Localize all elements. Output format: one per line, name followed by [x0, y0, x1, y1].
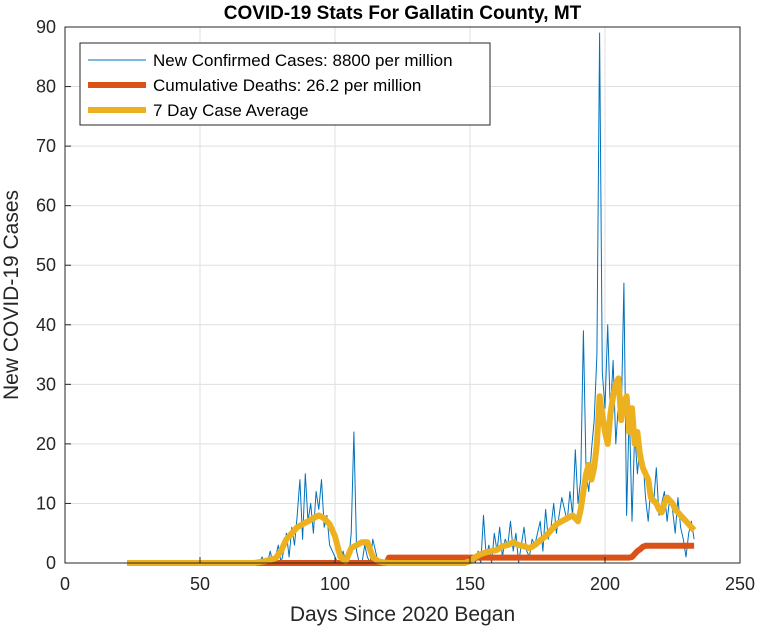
- x-axis-label: Days Since 2020 Began: [290, 603, 515, 626]
- series-line-1: [127, 32, 695, 564]
- legend: New Confirmed Cases: 8800 per million Cum…: [79, 42, 491, 126]
- x-tick-label: 150: [455, 574, 485, 594]
- series-layer: [127, 32, 697, 566]
- x-tick-label: 100: [320, 574, 350, 594]
- y-tick-label: 70: [36, 136, 56, 156]
- y-tick-label: 80: [36, 77, 56, 97]
- axes-box: [64, 26, 741, 564]
- chart-title: COVID-19 Stats For Gallatin County, MT: [224, 3, 582, 24]
- legend-label-3: 7 Day Case Average: [153, 101, 309, 120]
- x-tick-label: 200: [590, 574, 620, 594]
- y-tick-label: 20: [36, 434, 56, 454]
- x-tick-label: 250: [725, 574, 755, 594]
- y-tick-label: 90: [36, 17, 56, 37]
- y-tick-label: 50: [36, 255, 56, 275]
- y-tick-label: 10: [36, 493, 56, 513]
- y-axis-label: New COVID-19 Cases: [0, 190, 23, 400]
- y-tick-label: 30: [36, 374, 56, 394]
- y-tick-label: 0: [46, 553, 56, 573]
- y-tick-label: 40: [36, 315, 56, 335]
- legend-label-2: Cumulative Deaths: 26.2 per million: [153, 76, 421, 95]
- legend-label-1: New Confirmed Cases: 8800 per million: [153, 51, 453, 70]
- x-tick-label: 50: [190, 574, 210, 594]
- y-tick-label: 60: [36, 196, 56, 216]
- legend-box: [79, 42, 491, 126]
- x-tick-label: 0: [60, 574, 70, 594]
- series-line-3: [127, 375, 697, 566]
- ticks: 0 50 100 150 200 250 0 10 20 30 40 50 60 70 80 90: [36, 17, 755, 594]
